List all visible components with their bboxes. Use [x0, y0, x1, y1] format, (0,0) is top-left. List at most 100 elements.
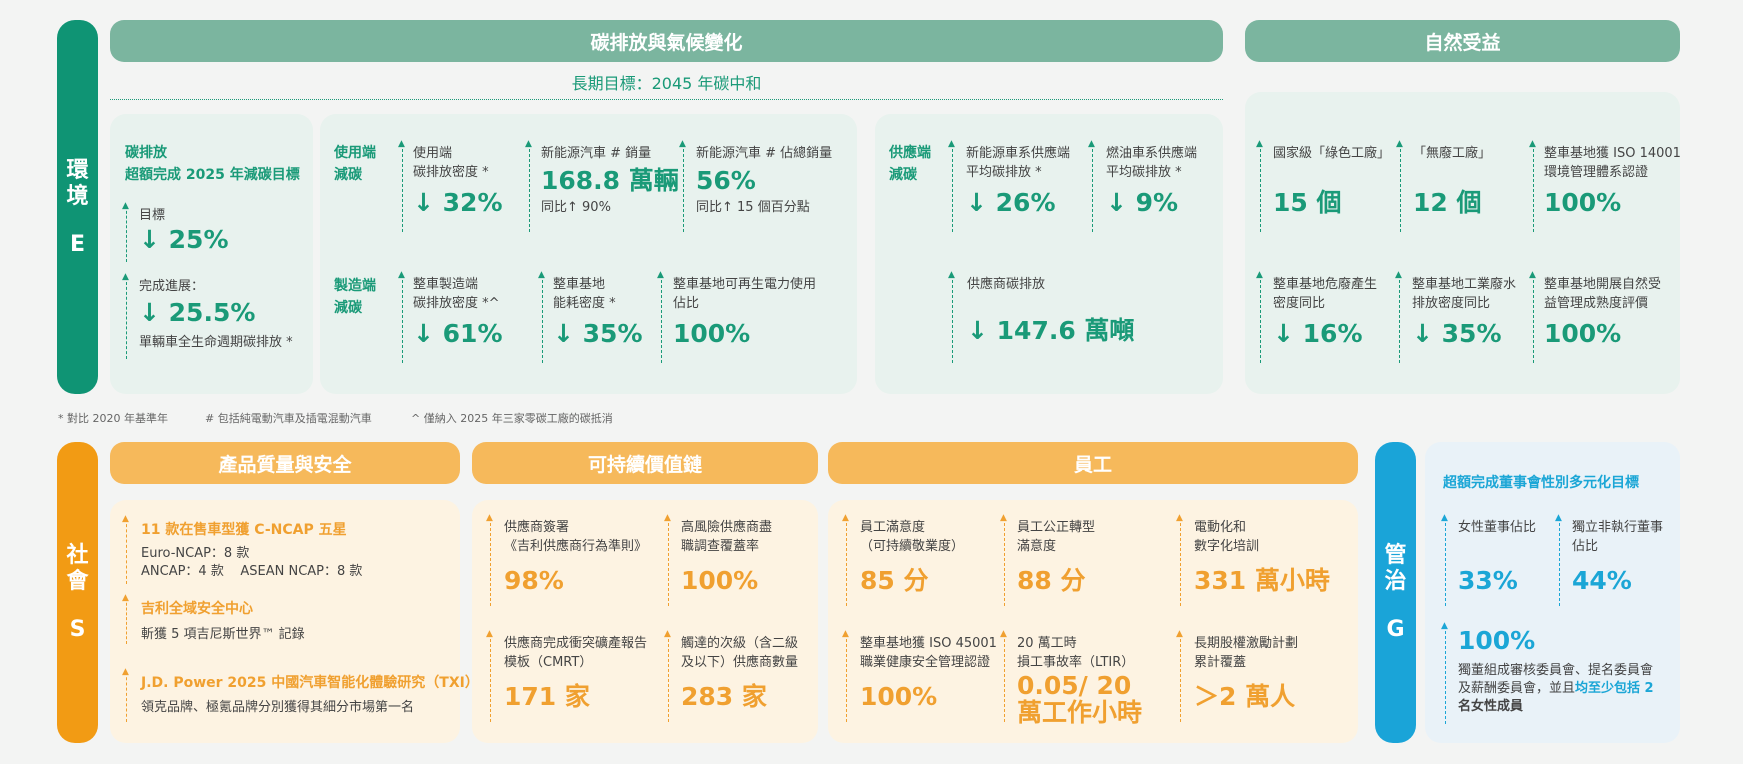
- gov-committees-text: 及薪酬委員會，並且: [1458, 681, 1576, 696]
- arrow-up-icon: ▲: [1176, 629, 1183, 639]
- staff-ltir: ▲ 20 萬工時 損工事故率（LTIR） 0.05/ 20 萬工作小時: [1000, 629, 1143, 727]
- gov-committees-highlight: 均至少包括 2: [1575, 681, 1654, 696]
- vc-cmrt: ▲ 供應商完成衝突礦產報告 模板（CMRT） 171 家: [486, 630, 647, 722]
- nev-supply-emission: ▲ 新能源車系供應端 平均碳排放 * ↓ 26%: [948, 140, 1070, 232]
- supply-end-title: 供應端 減碳: [889, 145, 931, 183]
- footnote-nev: # 包括純電動汽車及插電混動汽車: [205, 412, 372, 425]
- env-side-char-1: 環: [66, 157, 89, 183]
- panel-nature: [1245, 92, 1680, 394]
- goal-divider: [110, 99, 1223, 100]
- arrow-up-icon: ▲: [679, 139, 686, 149]
- gov-independent-directors: ▲ 獨立非執行董事 佔比 44%: [1555, 514, 1663, 606]
- staff-just-transition: ▲ 員工公正轉型 滿意度 88 分: [1000, 514, 1095, 606]
- gov-side-bar: 管 治 G: [1375, 442, 1416, 743]
- arrow-up-icon: ▲: [1441, 513, 1448, 523]
- panel-quality: [110, 500, 460, 743]
- header-staff: 員工: [828, 442, 1358, 484]
- arrow-up-icon: ▲: [1555, 513, 1562, 523]
- mfg-density: ▲ 整車製造端 碳排放密度 *^ ↓ 61%: [398, 271, 503, 363]
- arrow-up-icon: ▲: [948, 270, 955, 280]
- arrow-up-icon: ▲: [525, 139, 532, 149]
- arrow-up-icon: ▲: [842, 513, 849, 523]
- vc-code-of-conduct: ▲ 供應商簽署 《吉利供應商行為準則》 98%: [486, 514, 647, 606]
- nev-sales: ▲ 新能源汽車 # 銷量 168.8 萬輛 同比↑ 90%: [525, 140, 679, 232]
- quality-safety-center: ▲ 吉利全域安全中心 斬獲 5 項吉尼斯世界™ 記錄: [122, 593, 305, 644]
- arrow-up-icon: ▲: [948, 139, 955, 149]
- renewable-share: ▲ 整車基地可再生電力使用 佔比 100%: [657, 271, 816, 363]
- arrow-up-icon: ▲: [122, 514, 129, 524]
- arrow-up-icon: ▲: [1176, 513, 1183, 523]
- quality-jdpower: ▲ J.D. Power 2025 中國汽車智能化體驗研究（TXI） 領克品牌、…: [122, 668, 479, 722]
- nature-maturity: ▲ 整車基地開展自然受 益管理成熟度評價 100%: [1529, 271, 1661, 363]
- gov-side-char-2: 治: [1384, 569, 1407, 594]
- arrow-up-icon: ▲: [122, 593, 129, 603]
- arrow-up-icon: ▲: [1441, 621, 1448, 631]
- footnote-baseline: * 對比 2020 年基準年: [58, 412, 168, 425]
- zero-waste-factory: ▲ 「無廢工廠」 12 個: [1396, 140, 1491, 232]
- gov-title: 超額完成董事會性別多元化目標: [1443, 475, 1639, 491]
- use-end-title: 使用端 減碳: [334, 145, 376, 183]
- arrow-up-icon: ▲: [1000, 513, 1007, 523]
- iso14001: ▲ 整車基地獲 ISO 14001 環境管理體系認證 100%: [1529, 140, 1681, 232]
- panel-staff: [828, 500, 1358, 743]
- panel-value-chain: [472, 500, 818, 743]
- green-factory: ▲ 國家級「綠色工廠」 15 個: [1256, 140, 1390, 232]
- arrow-up-icon: ▲: [1088, 139, 1095, 149]
- arrow-up-icon: ▲: [122, 201, 129, 211]
- arrow-up-icon: ▲: [664, 513, 671, 523]
- gov-side-letter: G: [1386, 617, 1405, 642]
- header-carbon: 碳排放與氣候變化: [110, 20, 1223, 62]
- arrow-up-icon: ▲: [1256, 270, 1263, 280]
- carbon-progress: ▲ 完成進展： ↓ 25.5% 單輛車全生命週期碳排放 *: [122, 273, 293, 359]
- arrow-up-icon: ▲: [1529, 270, 1536, 280]
- staff-satisfaction: ▲ 員工滿意度 （可持續敬業度） 85 分: [842, 514, 964, 606]
- mfg-end-title: 製造端 減碳: [334, 278, 376, 316]
- vc-due-diligence: ▲ 高風險供應商盡 職調查覆蓋率 100%: [664, 514, 772, 606]
- arrow-up-icon: ▲: [486, 513, 493, 523]
- arrow-up-icon: ▲: [664, 629, 671, 639]
- social-side-char-2: 會: [66, 569, 89, 594]
- arrow-up-icon: ▲: [1395, 270, 1402, 280]
- energy-density: ▲ 整車基地 能耗密度 * ↓ 35%: [538, 271, 643, 363]
- panel-supply: [875, 114, 1223, 394]
- arrow-up-icon: ▲: [398, 270, 405, 280]
- fuel-supply-emission: ▲ 燃油車系供應端 平均碳排放 * ↓ 9%: [1088, 140, 1197, 232]
- env-side-letter: E: [69, 231, 86, 257]
- panel-governance: [1425, 442, 1680, 743]
- arrow-up-icon: ▲: [122, 667, 129, 677]
- social-side-bar: 社 會 S: [57, 442, 98, 743]
- header-quality: 產品質量與安全: [110, 442, 460, 484]
- gov-female-directors: ▲ 女性董事佔比 33%: [1441, 514, 1536, 606]
- industrial-wastewater: ▲ 整車基地工業廢水 排放密度同比 ↓ 35%: [1395, 271, 1516, 363]
- arrow-up-icon: ▲: [1396, 139, 1403, 149]
- arrow-up-icon: ▲: [486, 629, 493, 639]
- header-value-chain: 可持續價值鏈: [472, 442, 818, 484]
- gov-side-char-1: 管: [1384, 543, 1407, 568]
- hazardous-waste: ▲ 整車基地危廢產生 密度同比 ↓ 16%: [1256, 271, 1377, 363]
- nev-share: ▲ 新能源汽車 # 佔總銷量 56% 同比↑ 15 個百分點: [679, 140, 832, 232]
- panel-use-manufacturing: [320, 114, 857, 394]
- arrow-up-icon: ▲: [657, 270, 664, 280]
- arrow-up-icon: ▲: [538, 270, 545, 280]
- long-term-goal: 長期目標：2045 年碳中和: [571, 74, 762, 93]
- carbon-title: 碳排放 超額完成 2025 年減碳目標: [125, 145, 300, 183]
- staff-digital-training: ▲ 電動化和 數字化培訓 331 萬小時: [1176, 514, 1330, 606]
- social-side-char-1: 社: [66, 543, 89, 568]
- env-side-char-2: 境: [66, 183, 89, 209]
- staff-iso45001: ▲ 整車基地獲 ISO 45001 職業健康安全管理認證 100%: [842, 630, 997, 722]
- arrow-up-icon: ▲: [1256, 139, 1263, 149]
- env-side-bar: 環 境 E: [57, 20, 98, 394]
- arrow-up-icon: ▲: [122, 272, 129, 282]
- use-density: ▲ 使用端 碳排放密度 * ↓ 32%: [398, 140, 503, 232]
- footnote-offset: ^ 僅納入 2025 年三家零碳工廠的碳抵消: [411, 412, 613, 425]
- staff-equity-incentive: ▲ 長期股權激勵計劃 累計覆蓋 ＞2 萬人: [1176, 630, 1298, 722]
- panel-carbon-emission: [110, 114, 313, 394]
- gov-committees: ▲ 100% 獨董組成審核委員會、提名委員會 及薪酬委員會，並且均至少包括 2 …: [1441, 622, 1654, 724]
- arrow-up-icon: ▲: [398, 139, 405, 149]
- vc-sub-tier-suppliers: ▲ 觸達的次級（含二級 及以下）供應商數量 283 家: [664, 630, 798, 722]
- carbon-target: ▲ 目標 ↓ 25%: [122, 202, 229, 262]
- arrow-up-icon: ▲: [1000, 629, 1007, 639]
- quality-cncap: ▲ 11 款在售車型獲 C-NCAP 五星 Euro-NCAP：8 款 ANCA…: [122, 515, 362, 584]
- arrow-up-icon: ▲: [1529, 139, 1536, 149]
- gov-committees-highlight-2: 名女性成員: [1458, 699, 1524, 714]
